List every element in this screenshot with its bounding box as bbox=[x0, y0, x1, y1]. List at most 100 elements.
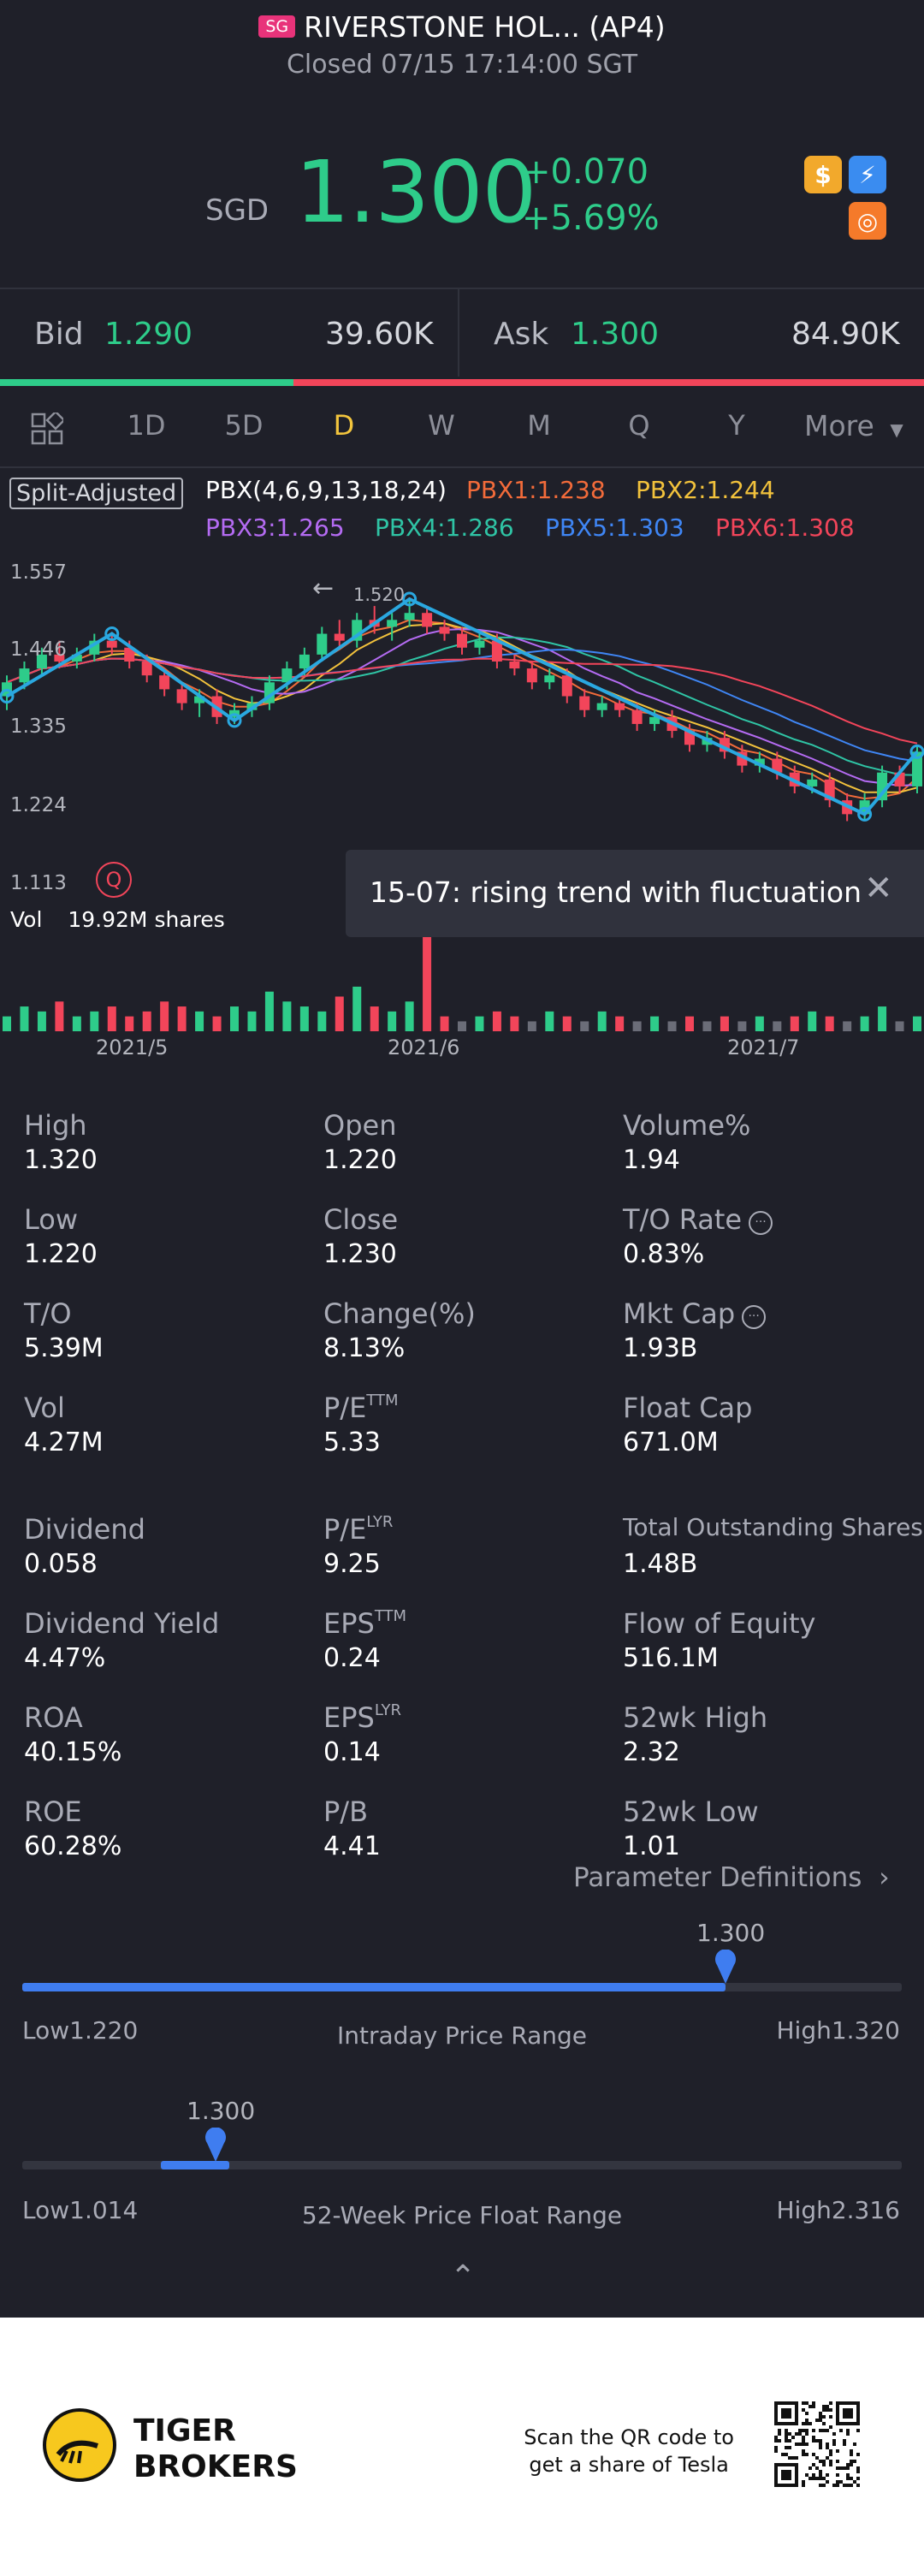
candle-body bbox=[614, 703, 625, 710]
candle-body bbox=[422, 613, 433, 627]
q-badge[interactable]: Q bbox=[96, 862, 132, 898]
qr-cta: Scan the QR code to get a share of Tesla bbox=[524, 2424, 734, 2478]
dollar-icon[interactable]: $ bbox=[804, 156, 842, 193]
tab-y[interactable]: Y bbox=[728, 409, 745, 442]
volume-bar bbox=[702, 1021, 712, 1031]
volume-bar bbox=[808, 1011, 817, 1031]
volume-bar bbox=[650, 1016, 660, 1031]
candle-body bbox=[772, 758, 783, 773]
bid-size: 39.60K bbox=[325, 317, 434, 352]
arrow-left-icon: ← bbox=[312, 573, 335, 603]
pin-marker-icon bbox=[714, 1949, 737, 1987]
tab-w[interactable]: W bbox=[428, 409, 455, 442]
volume-bar bbox=[545, 1011, 554, 1031]
candle-body bbox=[439, 626, 450, 634]
stat-label: Change(%) bbox=[323, 1297, 476, 1330]
stat-label: Mkt Cap ··· bbox=[623, 1297, 767, 1330]
trend-point bbox=[857, 806, 873, 822]
candle-body bbox=[526, 668, 537, 683]
stat-value: 2.32 bbox=[623, 1737, 680, 1767]
tiger-logo-icon bbox=[43, 2408, 116, 2482]
candle-body bbox=[159, 675, 170, 690]
price-change: +0.070 bbox=[522, 152, 649, 192]
stat-value: 1.220 bbox=[323, 1145, 397, 1175]
stat-label: EPSLYR bbox=[323, 1701, 401, 1734]
week52-range-fill bbox=[161, 2161, 229, 2169]
volume-bar bbox=[20, 1006, 29, 1031]
info-icon[interactable]: ··· bbox=[749, 1211, 773, 1235]
candle-body bbox=[912, 751, 922, 786]
close-icon[interactable]: ✕ bbox=[864, 869, 893, 908]
candle-body bbox=[474, 640, 485, 648]
x-tick: 2021/6 bbox=[388, 1036, 460, 1059]
stat-label: ROE bbox=[24, 1795, 82, 1828]
volume-bar bbox=[895, 1021, 904, 1031]
candle-body bbox=[387, 620, 398, 627]
stat-label: Flow of Equity bbox=[623, 1607, 816, 1640]
stock-title-row: SG RIVERSTONE HOL... (AP4) bbox=[0, 10, 924, 44]
candle-body bbox=[509, 661, 520, 669]
chart-layout-icon[interactable] bbox=[31, 410, 66, 448]
pin-marker-icon bbox=[204, 2127, 228, 2165]
cta-line-1: Scan the QR code to bbox=[524, 2425, 734, 2449]
candle-body bbox=[124, 647, 135, 662]
tab-q[interactable]: Q bbox=[628, 409, 650, 442]
volume-bar bbox=[72, 1016, 81, 1031]
stat-value: 1.230 bbox=[323, 1239, 397, 1269]
week52-high: High2.316 bbox=[776, 2196, 900, 2224]
collapse-chevron-icon[interactable]: ⌃ bbox=[450, 2259, 477, 2294]
flash-icon[interactable]: ⚡ bbox=[849, 156, 886, 193]
annotation-text: 15-07: rising trend with fluctuation bbox=[370, 875, 862, 909]
stat-value: 1.93B bbox=[623, 1333, 698, 1363]
volume-bar bbox=[264, 991, 274, 1031]
week52-low: Low1.014 bbox=[22, 2196, 139, 2224]
stat-value: 60.28% bbox=[24, 1831, 122, 1861]
volume-bar bbox=[878, 1006, 887, 1031]
stat-value: 40.15% bbox=[24, 1737, 122, 1767]
volume-bar bbox=[37, 1011, 46, 1031]
cta-line-2: get a share of Tesla bbox=[529, 2453, 729, 2477]
tab-d[interactable]: D bbox=[333, 409, 355, 442]
tab-more-label: More bbox=[804, 409, 874, 442]
y-tick: 1.224 bbox=[10, 794, 67, 816]
stat-label: ROA bbox=[24, 1701, 83, 1734]
candle-body bbox=[54, 654, 65, 662]
stat-label: Vol bbox=[24, 1392, 65, 1424]
gift-icon[interactable]: ◎ bbox=[849, 202, 886, 240]
volume-bar bbox=[107, 1006, 116, 1031]
candle-body bbox=[649, 716, 660, 724]
volume-bar bbox=[860, 1016, 869, 1031]
volume-bar bbox=[475, 1016, 484, 1031]
info-icon[interactable]: ··· bbox=[742, 1305, 767, 1329]
tab-5d[interactable]: 5D bbox=[224, 409, 264, 442]
last-price: 1.300 bbox=[295, 142, 536, 242]
stat-label: Open bbox=[323, 1109, 397, 1142]
stat-value: 5.33 bbox=[323, 1427, 381, 1457]
bid-ratio-bar bbox=[0, 379, 293, 386]
pbx-title[interactable]: PBX(4,6,9,13,18,24) bbox=[205, 476, 447, 504]
stat-label: P/ELYR bbox=[323, 1513, 394, 1546]
qr-code-icon[interactable] bbox=[774, 2401, 860, 2487]
volume-bar bbox=[843, 1021, 852, 1031]
vol-label: Vol bbox=[10, 907, 43, 932]
stock-title[interactable]: RIVERSTONE HOL... (AP4) bbox=[304, 10, 666, 44]
candlestick-chart[interactable] bbox=[0, 556, 924, 1053]
promo-footer: TIGER BROKERS Scan the QR code to get a … bbox=[0, 2318, 924, 2576]
tab-1d[interactable]: 1D bbox=[127, 409, 166, 442]
parameter-definitions-link[interactable]: Parameter Definitions › bbox=[573, 1862, 890, 1893]
split-adjusted-toggle[interactable]: Split-Adjusted bbox=[9, 478, 184, 509]
volume-bar bbox=[458, 1021, 466, 1031]
stat-label: T/O Rate ··· bbox=[623, 1203, 773, 1236]
candle-body bbox=[631, 709, 643, 724]
volume-bar bbox=[913, 1016, 921, 1031]
volume-bar bbox=[90, 1011, 99, 1031]
volume-bar bbox=[160, 1001, 169, 1031]
intraday-title: Intraday Price Range bbox=[336, 2021, 587, 2050]
bidask-divider bbox=[458, 289, 459, 377]
annotation-popup[interactable]: 15-07: rising trend with fluctuation ✕ bbox=[346, 850, 924, 937]
price-change-pct: +5.69% bbox=[522, 199, 660, 238]
volume-bar bbox=[755, 1016, 764, 1031]
volume-bar bbox=[527, 1021, 536, 1031]
tab-m[interactable]: M bbox=[527, 409, 551, 442]
tab-more[interactable]: More ▼ bbox=[804, 409, 903, 442]
